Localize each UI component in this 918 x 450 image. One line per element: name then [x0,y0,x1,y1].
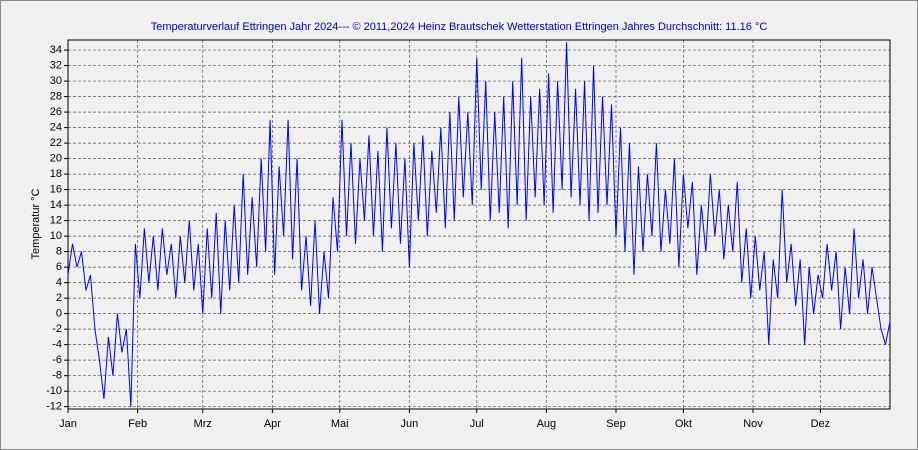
x-tick-label: Mrz [194,418,212,430]
y-tick-label: 32 [50,59,62,71]
y-tick-label: 8 [56,246,62,258]
y-tick-label: -12 [46,401,62,413]
y-tick-label: 18 [50,168,62,180]
y-tick-label: 20 [50,153,62,165]
y-tick-label: 4 [56,277,62,289]
plot-frame [67,39,891,410]
x-tick-label: Sep [606,418,626,430]
y-tick-label: 0 [56,308,62,320]
y-tick-label: -6 [52,354,62,366]
x-tick-label: Jun [401,418,419,430]
x-tick-label: Nov [743,418,763,430]
x-tick-label: Apr [264,418,281,430]
y-tick-label: 30 [50,75,62,87]
x-tick-label: Okt [675,418,692,430]
chart-title: Temperaturverlauf Ettringen Jahr 2024---… [151,21,768,33]
y-tick-label: 2 [56,292,62,304]
x-tick-label: Feb [128,418,147,430]
x-tick-label: Mai [331,418,349,430]
y-tick-label: 34 [50,44,62,56]
temperature-line [67,42,891,407]
y-tick-label: 26 [50,106,62,118]
x-tick-label: Jul [470,418,484,430]
y-tick-label: 28 [50,90,62,102]
y-tick-label: -4 [52,339,62,351]
y-tick-label: 24 [50,122,62,134]
y-tick-label: 10 [50,230,62,242]
y-tick-label: 6 [56,261,62,273]
x-tick-label: Aug [537,418,557,430]
y-axis-label: Temperatur °C [30,188,42,259]
y-tick-label: -10 [46,385,62,397]
x-tick-label: Dez [811,418,831,430]
y-tick-label: 12 [50,215,62,227]
y-tick-label: -2 [52,323,62,335]
x-tick-label: Jan [59,418,77,430]
y-tick-label: -8 [52,370,62,382]
y-tick-label: 16 [50,184,62,196]
y-tick-label: 14 [50,199,62,211]
y-tick-label: 22 [50,137,62,149]
